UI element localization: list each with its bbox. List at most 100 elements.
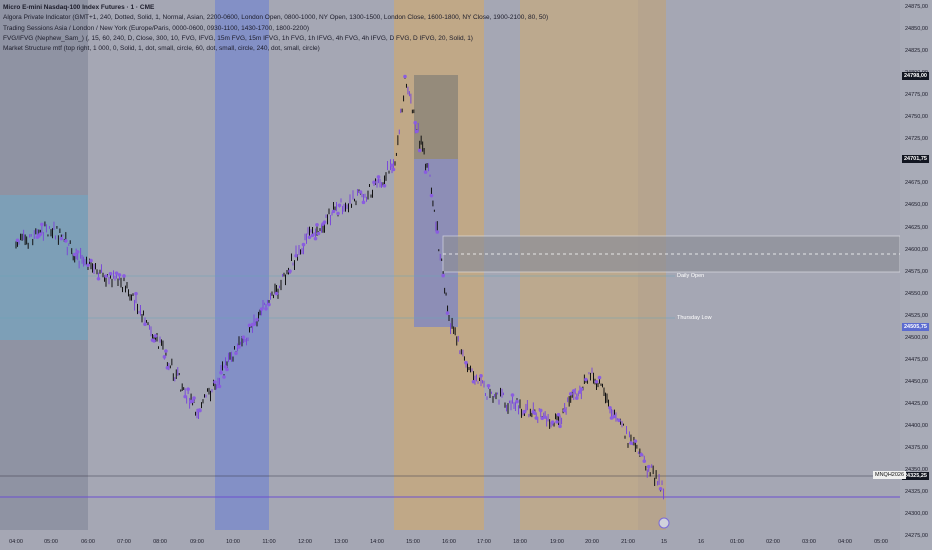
legend-indicator-3[interactable]: FVG/IFVG (Nephew_Sam_) (, 15, 60, 240, D… xyxy=(3,34,473,42)
structure-dot xyxy=(72,252,77,257)
structure-dot xyxy=(510,393,515,397)
structure-dot xyxy=(372,180,376,185)
structure-dot xyxy=(316,231,321,236)
structure-dot xyxy=(568,392,573,396)
structure-dot xyxy=(237,345,241,349)
price-badge: 24701,75 xyxy=(902,155,929,163)
structure-dot xyxy=(64,239,68,243)
price-label: 24775,00 xyxy=(905,92,928,99)
structure-dot xyxy=(533,411,537,416)
structure-dot xyxy=(192,396,196,400)
structure-dot xyxy=(534,416,539,420)
time-label: 03:00 xyxy=(802,539,816,545)
price-label: 24425,00 xyxy=(905,400,928,407)
price-label: 24850,00 xyxy=(905,26,928,33)
structure-dot xyxy=(264,306,268,311)
structure-dot xyxy=(301,242,306,247)
structure-dot xyxy=(361,200,366,205)
structure-dot xyxy=(414,129,419,134)
time-label: 05:00 xyxy=(44,539,58,545)
legend-indicator-1[interactable]: Algora Private Indicator (GMT+1, 240, Do… xyxy=(3,14,549,22)
structure-dot xyxy=(255,317,259,322)
structure-dot xyxy=(152,339,156,343)
structure-dot xyxy=(241,335,246,340)
structure-dot xyxy=(117,273,122,277)
structure-dot xyxy=(445,311,450,315)
structure-dot xyxy=(267,302,271,307)
structure-dot xyxy=(608,405,612,410)
structure-dot xyxy=(594,379,599,384)
price-axis[interactable] xyxy=(900,0,932,550)
structure-dots xyxy=(15,74,663,491)
time-label: 01:00 xyxy=(730,539,744,545)
price-label: 24400,00 xyxy=(905,422,928,429)
structure-dot xyxy=(315,223,319,227)
structure-dot xyxy=(441,273,445,278)
structure-dot xyxy=(59,236,64,241)
structure-dot xyxy=(75,250,80,254)
legend-indicator-4[interactable]: Market Structure mtf (top right, 1 000, … xyxy=(3,45,320,53)
structure-dot xyxy=(639,452,644,457)
structure-dot xyxy=(259,307,264,311)
structure-dot xyxy=(538,408,543,413)
structure-dot xyxy=(104,274,108,278)
time-label: 15:00 xyxy=(406,539,420,545)
price-label: 24475,00 xyxy=(905,356,928,363)
time-label: 09:00 xyxy=(190,539,204,545)
london-session-band xyxy=(215,0,269,530)
structure-dot xyxy=(578,390,582,394)
structure-dot xyxy=(96,276,101,281)
structure-dot xyxy=(336,211,340,216)
structure-dot xyxy=(247,323,252,328)
structure-dot xyxy=(556,412,561,417)
price-label: 24600,00 xyxy=(905,246,928,253)
structure-dot xyxy=(234,351,238,356)
thursday-low-label: Thursday Low xyxy=(677,315,712,321)
structure-dot xyxy=(382,183,387,188)
structure-dot xyxy=(331,209,336,214)
structure-dot xyxy=(612,414,617,419)
structure-dot xyxy=(571,389,576,393)
time-label: 12:00 xyxy=(298,539,312,545)
structure-dot xyxy=(89,258,93,263)
price-label: 24650,00 xyxy=(905,202,928,209)
time-label: 08:00 xyxy=(153,539,167,545)
time-label: 18:00 xyxy=(513,539,527,545)
time-label: 10:00 xyxy=(226,539,240,545)
time-label: 04:00 xyxy=(838,539,852,545)
structure-dot xyxy=(579,387,584,391)
structure-dot xyxy=(584,377,588,382)
structure-dot xyxy=(658,487,663,491)
time-label: 07:00 xyxy=(117,539,131,545)
time-label: 17:00 xyxy=(477,539,491,545)
structure-dot xyxy=(162,355,167,359)
replay-icon[interactable] xyxy=(658,517,670,529)
price-label: 24300,00 xyxy=(905,511,928,518)
price-label: 24500,00 xyxy=(905,334,928,341)
structure-dot xyxy=(646,464,651,469)
structure-dot xyxy=(165,366,170,370)
structure-dot xyxy=(217,384,222,389)
time-label: 06:00 xyxy=(81,539,95,545)
price-label: 24525,00 xyxy=(905,312,928,319)
structure-dot xyxy=(274,291,279,296)
time-label: 13:00 xyxy=(334,539,348,545)
price-label: 24725,00 xyxy=(905,136,928,143)
legend-indicator-2[interactable]: Trading Sessions Asia / London / New Yor… xyxy=(3,24,310,32)
time-label: 04:00 xyxy=(9,539,23,545)
structure-dot xyxy=(417,148,422,153)
price-label: 24275,00 xyxy=(905,533,928,540)
price-label: 24575,00 xyxy=(905,268,928,275)
structure-dot xyxy=(190,399,195,403)
fvg-box-upper xyxy=(414,75,458,159)
structure-dot xyxy=(597,375,602,380)
time-label: 21:00 xyxy=(621,539,635,545)
chart-legend: Micro E-mini Nasdaq-100 Index Futures · … xyxy=(3,3,548,54)
structure-dot xyxy=(562,408,567,413)
structure-dot xyxy=(143,322,147,326)
structure-dot xyxy=(223,365,228,369)
price-label: 24350,00 xyxy=(905,467,928,474)
structure-dot xyxy=(108,271,113,276)
structure-dot xyxy=(313,236,318,241)
